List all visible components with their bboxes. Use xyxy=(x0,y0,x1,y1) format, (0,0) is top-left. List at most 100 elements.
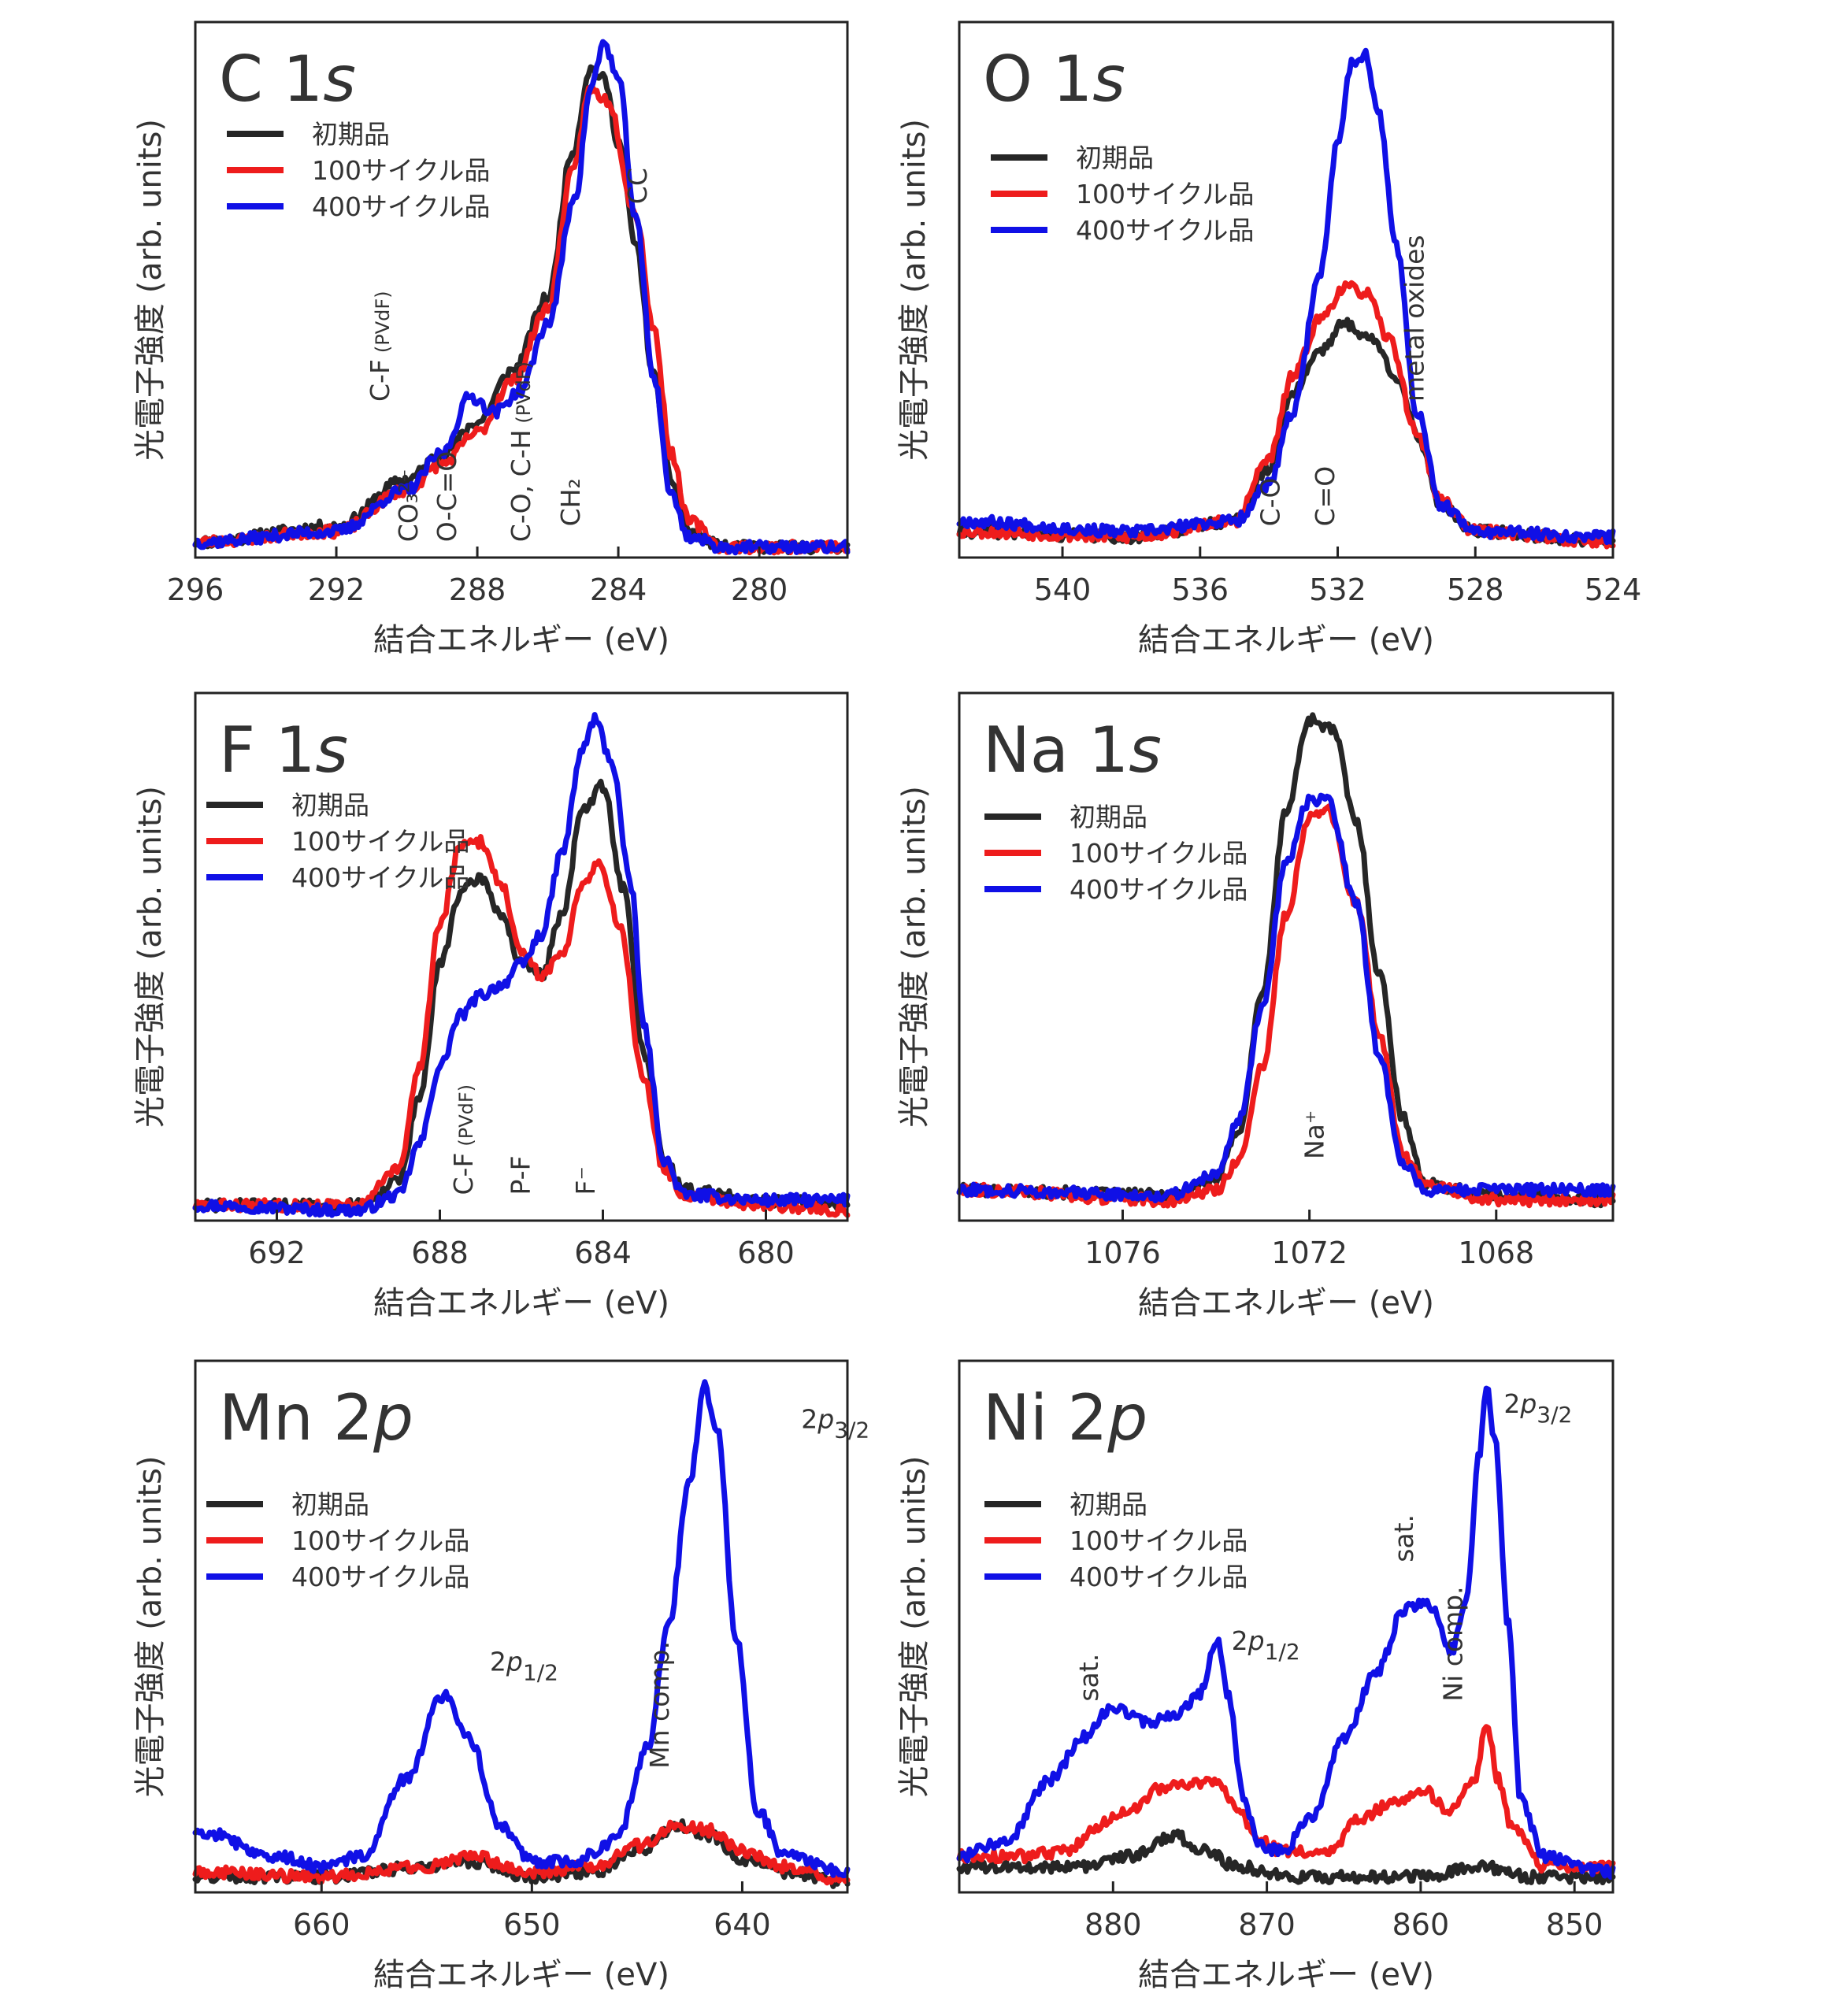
annotation: C-F(PVdF) xyxy=(365,291,395,402)
panel-title: Ni 2p xyxy=(983,1381,1147,1455)
annotation: F⁻ xyxy=(570,1166,601,1195)
x-tick-label: 292 xyxy=(308,573,365,607)
annotation: C=O xyxy=(1310,466,1340,527)
legend-label: 100サイクル品 xyxy=(1076,179,1254,209)
annotation: CH₂ xyxy=(555,478,586,526)
plot-frame xyxy=(958,20,1615,559)
legend-label: 初期品 xyxy=(291,790,369,821)
legend-label: 400サイクル品 xyxy=(1070,1562,1248,1592)
legend-label: 400サイクル品 xyxy=(1076,215,1254,246)
x-tick-label: 680 xyxy=(737,1236,795,1270)
series-line-3 xyxy=(192,39,851,556)
x-tick-label: 660 xyxy=(293,1907,350,1942)
annotation: O-C=O xyxy=(432,451,462,542)
panel-title: Na 1s xyxy=(983,713,1162,787)
legend-label: 100サイクル品 xyxy=(291,826,469,857)
x-tick-label: 280 xyxy=(731,573,788,607)
legend-label: 初期品 xyxy=(1070,802,1147,832)
legend-label: 400サイクル品 xyxy=(1070,874,1248,905)
x-tick-label: 540 xyxy=(1034,573,1092,607)
x-axis-label: 結合エネルギー (eV) xyxy=(373,1285,669,1321)
panel-title: O 1s xyxy=(983,43,1125,116)
x-tick-label: 650 xyxy=(503,1907,561,1942)
x-tick-label: 1068 xyxy=(1458,1236,1534,1270)
series-line-1 xyxy=(956,712,1616,1209)
plot-frame xyxy=(194,691,849,1222)
annotation: P-F xyxy=(505,1155,536,1195)
series-line-3 xyxy=(192,1379,851,1879)
x-tick-label: 1076 xyxy=(1084,1236,1161,1270)
legend-label: 100サイクル品 xyxy=(312,155,490,186)
x-axis-label: 結合エネルギー (eV) xyxy=(1138,1285,1434,1321)
legend-label: 初期品 xyxy=(312,119,390,150)
x-tick-label: 684 xyxy=(574,1236,632,1270)
annotation: sat. xyxy=(1388,1514,1419,1562)
annotation: 2p1/2 xyxy=(490,1646,558,1685)
x-tick-label: 1072 xyxy=(1271,1236,1348,1270)
legend-label: 初期品 xyxy=(291,1489,369,1520)
y-axis-label: 光電子強度 (arb. units) xyxy=(896,119,932,461)
x-axis-label: 結合エネルギー (eV) xyxy=(373,622,669,658)
series-line-2 xyxy=(192,1819,851,1886)
legend-label: 400サイクル品 xyxy=(291,862,469,893)
legend-label: 400サイクル品 xyxy=(312,191,490,222)
x-tick-label: 692 xyxy=(248,1236,306,1270)
annotation: 2p3/2 xyxy=(1503,1388,1572,1428)
y-axis-label: 光電子強度 (arb. units) xyxy=(896,1455,932,1797)
legend-label: 100サイクル品 xyxy=(1070,1525,1248,1556)
x-tick-label: 524 xyxy=(1585,573,1642,607)
annotation: sat. xyxy=(1073,1654,1104,1702)
panel-title: C 1s xyxy=(219,43,356,116)
x-tick-label: 296 xyxy=(167,573,224,607)
x-tick-label: 870 xyxy=(1238,1907,1296,1942)
x-tick-label: 860 xyxy=(1392,1907,1450,1942)
legend-label: 400サイクル品 xyxy=(291,1562,469,1592)
annotation: Na⁺ xyxy=(1299,1110,1329,1159)
annotation: 2p3/2 xyxy=(801,1404,869,1443)
panel-c-1s: 296 292 288 284 280 結合エネルギー (eV) 光電子強度 (arb. u… xyxy=(132,20,851,658)
legend-label: 初期品 xyxy=(1070,1489,1147,1520)
x-axis-label: 結合エネルギー (eV) xyxy=(373,1957,669,1993)
plot-frame xyxy=(958,691,1615,1222)
x-tick-label: 688 xyxy=(411,1236,469,1270)
panel-title: Mn 2p xyxy=(219,1381,413,1455)
panel-title: F 1s xyxy=(219,713,348,787)
annotation: Ni comp. xyxy=(1438,1586,1469,1701)
annotation: CC xyxy=(622,168,653,204)
plot-frame xyxy=(194,20,849,559)
x-tick-label: 880 xyxy=(1084,1907,1142,1942)
x-tick-label: 288 xyxy=(449,573,506,607)
y-axis-label: 光電子強度 (arb. units) xyxy=(896,786,932,1128)
legend-label: 100サイクル品 xyxy=(291,1525,469,1556)
annotation: CO₃²⁻ xyxy=(393,469,424,542)
y-axis-label: 光電子強度 (arb. units) xyxy=(132,1455,169,1797)
y-axis-label: 光電子強度 (arb. units) xyxy=(132,119,169,461)
legend-label: 100サイクル品 xyxy=(1070,838,1248,869)
panel-mn-2p: 660 650 640 結合エネルギー (eV) 光電子強度 (arb. units) M… xyxy=(132,1359,869,1993)
panel-o-1s: 540 536 532 528 524 結合エネルギー (eV) 光電子強度 (arb. u… xyxy=(896,20,1642,658)
annotation: metal oxides xyxy=(1400,235,1430,402)
panel-na-1s: 1076 1072 1068 結合エネルギー (eV) 光電子強度 (arb. unit… xyxy=(896,691,1616,1321)
series-line-1 xyxy=(956,1828,1616,1885)
series-line-3 xyxy=(956,47,1616,546)
annotation: 2p1/2 xyxy=(1232,1625,1300,1665)
legend-label: 初期品 xyxy=(1076,143,1154,173)
x-axis-label: 結合エネルギー (eV) xyxy=(1138,622,1434,658)
x-axis-label: 結合エネルギー (eV) xyxy=(1138,1957,1434,1993)
panel-ni-2p: 880 870 860 850 結合エネルギー (eV) 光電子強度 (arb. unit… xyxy=(896,1359,1616,1993)
x-tick-label: 528 xyxy=(1447,573,1504,607)
y-axis-label: 光電子強度 (arb. units) xyxy=(132,786,169,1128)
annotation: C-O, C-H(PVdF) xyxy=(506,361,536,542)
annotation: C-O xyxy=(1255,478,1285,527)
plot-frame xyxy=(194,1359,849,1894)
x-tick-label: 284 xyxy=(590,573,647,607)
x-tick-label: 850 xyxy=(1546,1907,1603,1942)
annotation: Mn comp. xyxy=(644,1641,675,1769)
panel-f-1s: 692 688 684 680 結合エネルギー (eV) 光電子強度 (arb. unit… xyxy=(132,691,851,1321)
series-line-3 xyxy=(192,712,851,1218)
series-line-3 xyxy=(956,792,1616,1204)
x-tick-label: 640 xyxy=(714,1907,771,1942)
series-line-2 xyxy=(956,1724,1616,1875)
x-tick-label: 532 xyxy=(1309,573,1366,607)
